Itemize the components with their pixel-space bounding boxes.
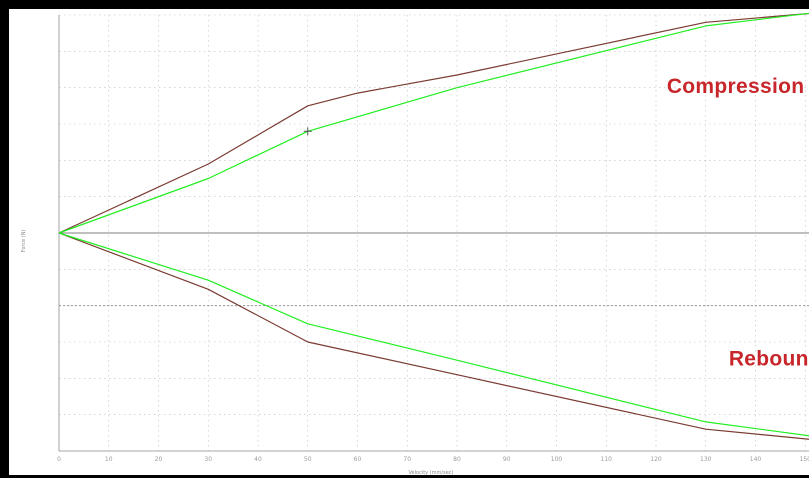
series-line <box>58 232 809 437</box>
x-tick-label: 80 <box>453 456 461 463</box>
x-tick-label: 100 <box>551 456 563 463</box>
x-tick-label: 30 <box>204 456 212 463</box>
x-tick-label: 110 <box>601 456 613 463</box>
x-tick-label: 40 <box>254 456 262 463</box>
x-tick-label: 20 <box>155 456 163 463</box>
annotation-label: Compression <box>667 75 805 98</box>
series <box>58 12 809 440</box>
x-tick-label: 10 <box>105 456 113 463</box>
x-tick-label: 60 <box>354 456 362 463</box>
x-tick-label: 150 <box>800 456 809 463</box>
series-line <box>58 232 809 440</box>
annotations: Compression Rebound <box>665 74 809 372</box>
x-axis-label: Velocity (mm/sec) <box>409 470 454 476</box>
x-tick-label: 130 <box>700 456 712 463</box>
x-tick-label: 50 <box>304 456 312 463</box>
x-tick-labels: 0 10 20 30 40 50 60 70 80 90 100 110 120 130 140 150 <box>57 456 809 463</box>
annotation-label: Rebound <box>729 348 809 371</box>
x-tick-label: 120 <box>650 456 662 463</box>
series-line <box>58 12 809 234</box>
x-tick-label: 0 <box>57 456 61 463</box>
x-tick-label: 90 <box>503 456 511 463</box>
x-tick-label: 140 <box>750 456 762 463</box>
y-axis-label: Force (N) <box>21 230 27 253</box>
x-tick-label: 70 <box>403 456 411 463</box>
series-line <box>58 12 809 234</box>
